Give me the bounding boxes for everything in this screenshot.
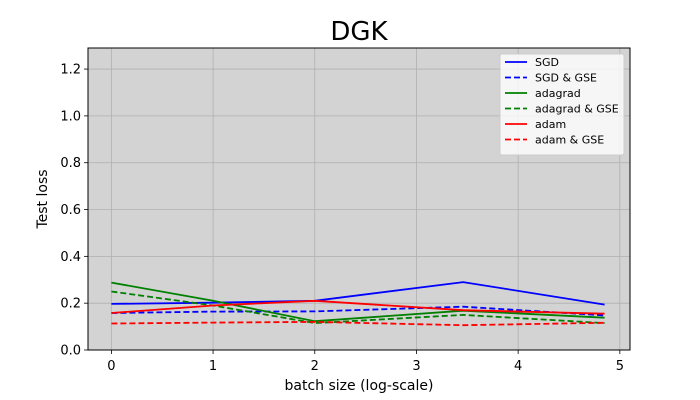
plot-frame xyxy=(87,47,631,351)
x-axis-ticks: 0 1 2 3 4 5 xyxy=(107,350,624,374)
legend-entry: SGD & GSE xyxy=(535,72,597,85)
x-tick-label: 1 xyxy=(209,359,217,374)
legend-entry: adam xyxy=(535,118,566,131)
legend: SGD SGD & GSE adagrad adagrad & GSE adam adam… xyxy=(499,53,625,156)
series-line-adam xyxy=(111,299,605,315)
chart-title: DGK xyxy=(330,17,388,47)
y-tick-label: 0.6 xyxy=(60,203,81,218)
legend-entry: adagrad & GSE xyxy=(535,103,619,116)
y-tick-label: 0.2 xyxy=(60,297,81,312)
x-tick-label: 4 xyxy=(514,359,522,374)
y-tick-label: 0.4 xyxy=(60,250,81,265)
y-tick-label: 1.2 xyxy=(60,63,81,78)
legend-entry: adagrad xyxy=(535,87,581,100)
series-lines xyxy=(111,281,605,327)
y-axis-ticks: 0.0 0.2 0.4 0.6 0.8 1.0 1.2 xyxy=(60,63,88,359)
legend-entry: adam & GSE xyxy=(535,134,604,147)
y-tick-label: 0.8 xyxy=(60,156,81,171)
legend-entry: SGD xyxy=(535,56,559,69)
legend-box xyxy=(499,53,625,156)
y-axis-label: Test loss xyxy=(35,169,51,229)
x-tick-label: 3 xyxy=(412,359,420,374)
x-tick-label: 2 xyxy=(311,359,319,374)
series-line-sgd-gse xyxy=(111,305,605,317)
series-line-adam-gse xyxy=(111,320,605,327)
x-tick-label: 5 xyxy=(616,359,624,374)
x-tick-label: 0 xyxy=(107,359,115,374)
y-tick-label: 1.0 xyxy=(60,109,81,124)
x-axis-label: batch size (log-scale) xyxy=(285,378,434,394)
series-line-adagrad-gse xyxy=(111,290,605,325)
y-tick-label: 0.0 xyxy=(60,344,81,359)
